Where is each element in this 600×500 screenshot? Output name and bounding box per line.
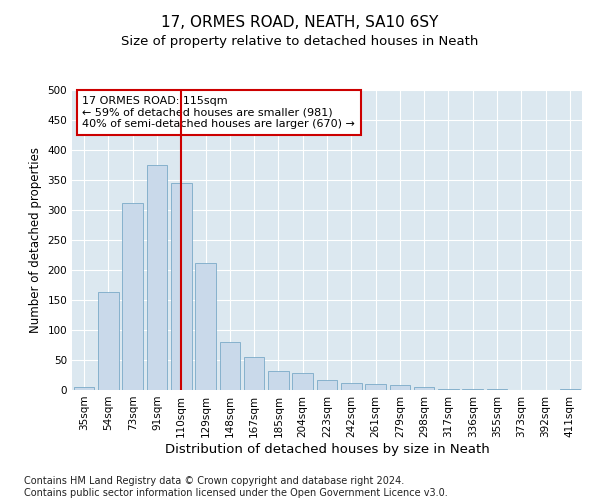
Bar [438, 389, 459, 390]
Bar [414, 387, 434, 390]
Text: Contains HM Land Registry data © Crown copyright and database right 2024.
Contai: Contains HM Land Registry data © Crown c… [24, 476, 448, 498]
Bar [317, 380, 337, 390]
Bar [98, 292, 119, 390]
Bar [195, 263, 216, 390]
Bar [244, 357, 265, 390]
Bar [389, 385, 410, 390]
Bar [171, 183, 191, 390]
Bar [146, 165, 167, 390]
Y-axis label: Number of detached properties: Number of detached properties [29, 147, 42, 333]
Bar [220, 342, 240, 390]
Bar [365, 384, 386, 390]
Bar [122, 203, 143, 390]
Text: 17, ORMES ROAD, NEATH, SA10 6SY: 17, ORMES ROAD, NEATH, SA10 6SY [161, 15, 439, 30]
Text: Size of property relative to detached houses in Neath: Size of property relative to detached ho… [121, 35, 479, 48]
Bar [341, 383, 362, 390]
Bar [74, 387, 94, 390]
Bar [292, 373, 313, 390]
X-axis label: Distribution of detached houses by size in Neath: Distribution of detached houses by size … [164, 442, 490, 456]
Bar [268, 371, 289, 390]
Text: 17 ORMES ROAD: 115sqm
← 59% of detached houses are smaller (981)
40% of semi-det: 17 ORMES ROAD: 115sqm ← 59% of detached … [82, 96, 355, 129]
